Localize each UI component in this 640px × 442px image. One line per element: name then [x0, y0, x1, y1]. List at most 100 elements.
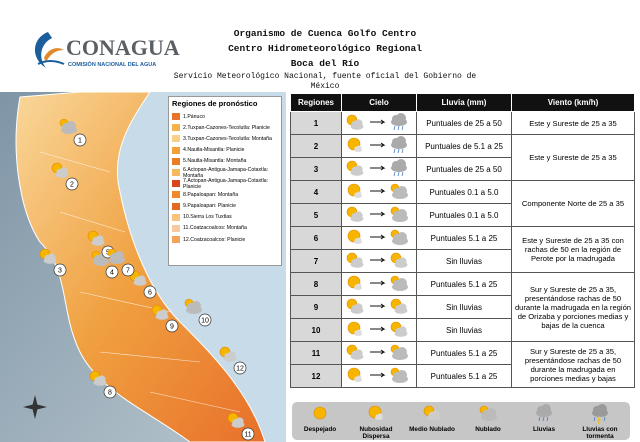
region-item: 1.Pánuco — [172, 111, 278, 122]
rain-cell: Puntuales 0.1 a 5.0 — [416, 203, 512, 227]
rain-cell: Puntuales 5.1 a 25 — [416, 364, 512, 388]
sky-icons — [346, 252, 408, 268]
marker-label: 6 — [148, 290, 152, 297]
header-subtitle: Servicio Meteorológico Nacional, fuente … — [173, 72, 477, 91]
legend-item: Lluvias con tormenta — [572, 402, 628, 440]
region-swatch — [172, 169, 180, 177]
marker-circle — [233, 361, 247, 375]
region-item: 9.Papaloapan: Planicie — [172, 201, 278, 212]
region-swatch — [172, 135, 180, 143]
region-cell: 4 — [290, 180, 342, 204]
region-cell: 3 — [290, 157, 342, 181]
table-body: 1 Puntuales de 25 a 50 Este y Sureste de 2… — [290, 111, 635, 388]
region-swatch — [172, 191, 180, 199]
map-weather-icon — [107, 248, 125, 264]
legend-icon — [479, 405, 497, 421]
legend-item: Medio Nublado — [404, 402, 460, 433]
wind-cell: Sur y Sureste de 25 a 35, presentándose … — [511, 341, 635, 388]
sky-cell — [341, 364, 417, 388]
map-weather-icon — [39, 248, 57, 264]
map-legend: Regiones de pronóstico 1.Pánuco 2.Tuxpan-… — [168, 96, 282, 266]
sky-legend: Despejado Nubosidad Dispersa Medio Nublado… — [292, 402, 630, 440]
map-weather-icon — [91, 250, 109, 266]
sky-icons — [346, 206, 408, 222]
marker-label: 3 — [58, 268, 62, 275]
map-weather-icon — [184, 298, 202, 314]
marker-circle — [105, 265, 119, 279]
region-cell: 10 — [290, 318, 342, 342]
region-cell: 2 — [290, 134, 342, 158]
rain-cell: Puntuales 5.1 a 25 — [416, 341, 512, 365]
sky-icons — [346, 298, 408, 314]
marker-circle — [241, 427, 255, 441]
map-marker: 2 — [65, 177, 79, 191]
map-marker: 9 — [165, 319, 179, 333]
rain-cell: Puntuales 5.1 a 25 — [416, 226, 512, 250]
marker-label: 2 — [70, 182, 74, 189]
marker-label: 9 — [170, 324, 174, 331]
table-row: 2 Puntuales de 5.1 a 25 Este y Sureste de … — [290, 134, 635, 181]
sky-cell — [341, 249, 417, 273]
region-label: 8.Papaloapan: Montaña — [183, 191, 239, 198]
table-row: 7 Sin lluvias — [290, 249, 635, 273]
map-marker: 12 — [233, 361, 247, 375]
map-weather-icon — [219, 346, 237, 362]
region-list: 1.Pánuco 2.Tuxpan-Cazones-Tecolutla: Plan… — [172, 111, 278, 245]
map-marker: 10 — [198, 313, 212, 327]
region-item: 3.Tuxpan-Cazones-Tecolutla: Montaña — [172, 133, 278, 144]
region-item: 11.Coatzacoalcos: Montaña — [172, 223, 278, 234]
marker-circle — [165, 319, 179, 333]
wind-cell: Este y Sureste de 25 a 35 — [511, 111, 635, 135]
region-cell: 8 — [290, 272, 342, 296]
table-row: 12 Puntuales 5.1 a 25 — [290, 364, 635, 388]
table-row: 8 Puntuales 5.1 a 25 Sur y Sureste de 25 a… — [290, 272, 635, 342]
region-cell: 7 — [290, 249, 342, 273]
map-marker: 3 — [53, 263, 67, 277]
legend-label: Nubosidad Dispersa — [359, 426, 393, 440]
sky-cell — [341, 226, 417, 250]
column-header: Viento (km/h) — [511, 93, 635, 112]
sky-icons — [347, 275, 408, 291]
marker-label: 11 — [244, 432, 251, 439]
region-label: 5.Nautla-Misantla: Montaña — [183, 158, 247, 165]
sky-icons — [347, 229, 408, 245]
header-line: Centro Hidrometeorológico Regional — [228, 43, 422, 54]
wind-cell: Sur y Sureste de 25 a 35, presentándose … — [511, 272, 635, 342]
region-swatch — [172, 124, 180, 132]
region-label: 10.Sierra Los Tuxtlas — [183, 214, 232, 221]
table-row: 6 Puntuales 5.1 a 25 Este y Sureste de 25 … — [290, 226, 635, 273]
table-row: 5 Puntuales 0.1 a 5.0 — [290, 203, 635, 227]
sky-cell — [341, 134, 417, 158]
marker-label: 1 — [78, 138, 82, 145]
logo-text: CONAGUA — [66, 35, 180, 60]
marker-circle — [103, 385, 117, 399]
sky-cell — [341, 295, 417, 319]
map-marker: 8 — [103, 385, 117, 399]
wind-cell: Este y Sureste de 25 a 35 — [511, 134, 635, 181]
table-row: 11 Puntuales 5.1 a 25 Sur y Sureste de 25 … — [290, 341, 635, 388]
logo-subtitle: COMISIÓN NACIONAL DEL AGUA — [68, 60, 156, 68]
table-row: 3 Puntuales de 25 a 50 — [290, 157, 635, 181]
compass — [23, 395, 47, 419]
region-item: 5.Nautla-Misantla: Montaña — [172, 156, 278, 167]
header-line: Organismo de Cuenca Golfo Centro — [233, 28, 417, 39]
sky-icons — [347, 321, 408, 337]
map-weather-icon — [151, 304, 169, 320]
marker-label: 8 — [108, 390, 112, 397]
region-label: 6.Actopan-Antigua-Jamapa-Cotaxtla: Monta… — [183, 166, 269, 179]
rain-cell: Puntuales 0.1 a 5.0 — [416, 180, 512, 204]
sky-icons — [346, 113, 407, 131]
legend-label: Nublado — [475, 426, 501, 433]
map-weather-icon — [129, 270, 147, 286]
region-item: 7.Actopan-Antigua-Jamapa-Cotaxtla: Plani… — [172, 178, 278, 190]
region-item: 2.Tuxpan-Cazones-Tecolutla: Planicie — [172, 122, 278, 133]
marker-label: 7 — [126, 268, 130, 275]
region-label: 4.Nautla-Misantla: Planicie — [183, 147, 245, 154]
table-row: 9 Sin lluvias — [290, 295, 635, 319]
table-header: Regiones Cielo Lluvia (mm) Viento (km/h) — [290, 93, 635, 112]
region-item: 4.Nautla-Misantla: Planicie — [172, 145, 278, 156]
rain-cell: Puntuales de 5.1 a 25 — [416, 134, 512, 158]
marker-label: 10 — [201, 318, 209, 325]
map-marker: 6 — [143, 285, 157, 299]
